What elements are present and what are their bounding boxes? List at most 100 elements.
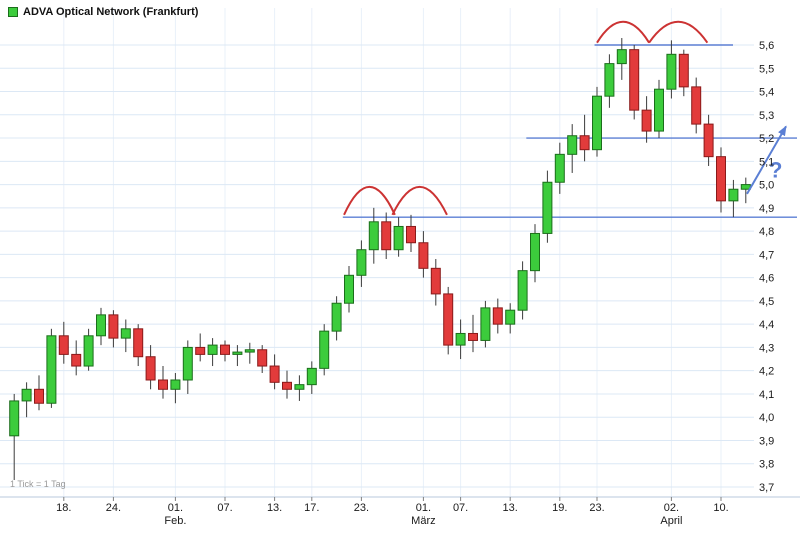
candle <box>145 345 156 390</box>
y-tick-label: 5,1 <box>759 156 774 168</box>
candle-body <box>9 400 20 437</box>
candle <box>83 328 94 371</box>
candle-body <box>34 388 44 404</box>
candle-body <box>294 384 305 390</box>
y-axis-labels: 3,7 3,8 3,9 4,0 4,1 4,2 4,3 4,4 4,5 4,6 4,7 4,8 4,9 5… <box>759 40 774 494</box>
x-tick-label: 24. <box>106 502 121 514</box>
y-tick-label: 4,5 <box>759 296 774 308</box>
candle <box>170 373 181 404</box>
x-tick-label: 23. <box>354 502 369 514</box>
candle <box>604 54 615 108</box>
trend-arrow <box>746 125 787 195</box>
candle <box>468 314 478 353</box>
candle-body <box>443 293 454 346</box>
y-tick-label: 4,1 <box>759 389 774 401</box>
x-tick-label: 18. <box>56 502 71 514</box>
candle-body <box>418 242 429 269</box>
candle-body <box>505 309 516 325</box>
chart-title: ADVA Optical Network (Frankfurt) <box>23 6 199 18</box>
candle-body <box>567 135 578 155</box>
candle-body <box>480 307 491 341</box>
candle-body <box>616 49 627 65</box>
candle <box>356 240 367 287</box>
candle <box>319 324 330 376</box>
y-tick-label: 5,0 <box>759 180 774 192</box>
candle <box>244 342 255 364</box>
candle-body <box>96 314 106 337</box>
candle-body <box>269 365 280 383</box>
x-tick-label: 01. <box>168 502 183 514</box>
candle <box>641 96 652 143</box>
candle-body <box>306 367 317 386</box>
candle <box>182 340 193 394</box>
candle-body <box>406 225 416 244</box>
candle <box>728 179 739 218</box>
candle-body <box>517 270 528 311</box>
candle <box>96 307 106 346</box>
candle <box>443 286 454 355</box>
legend-marker-icon <box>8 7 18 17</box>
y-tick-label: 4,9 <box>759 203 774 215</box>
candle-body <box>195 346 206 355</box>
y-tick-label: 5,6 <box>759 40 774 52</box>
x-tick-label: 19. <box>552 502 567 514</box>
candle <box>480 300 491 348</box>
x-month-label: April <box>660 515 682 527</box>
candle-body <box>728 188 739 202</box>
candle <box>554 142 565 194</box>
x-tick-label: 10. <box>713 502 728 514</box>
candle-body <box>244 349 255 353</box>
candle-body <box>654 88 664 132</box>
candle <box>393 217 404 257</box>
candle-body <box>592 95 602 151</box>
candle <box>71 340 82 376</box>
candle <box>654 79 664 139</box>
double-top-arc <box>391 186 448 216</box>
double-top-arc <box>648 20 709 44</box>
candle <box>616 38 627 80</box>
y-tick-label: 3,8 <box>759 459 774 471</box>
candle-body <box>133 328 144 358</box>
candle <box>9 393 20 481</box>
x-tick-label: 17. <box>304 502 319 514</box>
candle <box>592 86 602 157</box>
x-month-label: Feb. <box>164 515 186 527</box>
candle-body <box>579 135 590 151</box>
candles <box>9 38 751 481</box>
candle-body <box>46 335 57 404</box>
candle-body <box>83 335 94 367</box>
candle-body <box>542 181 553 234</box>
candle-body <box>666 53 677 90</box>
candle <box>58 321 69 364</box>
double-top-arc <box>343 185 396 216</box>
candle-body <box>120 328 131 339</box>
candle <box>120 319 131 353</box>
candle <box>331 296 342 341</box>
y-tick-label: 4,0 <box>759 412 774 424</box>
x-tick-label: 13. <box>503 502 518 514</box>
candle-body <box>381 221 392 251</box>
candle <box>430 259 441 306</box>
y-tick-label: 4,4 <box>759 319 774 331</box>
y-tick-label: 4,7 <box>759 249 774 261</box>
candle <box>381 212 392 260</box>
y-tick-label: 4,3 <box>759 342 774 354</box>
candle <box>666 40 677 99</box>
candle <box>406 214 416 253</box>
candle-body <box>468 332 478 341</box>
y-tick-label: 4,8 <box>759 226 774 238</box>
candle-body <box>554 153 565 183</box>
candle-body <box>641 109 652 132</box>
candle <box>34 375 44 411</box>
candle-body <box>629 49 640 111</box>
horizontal-gridlines <box>0 44 754 488</box>
candle-body <box>344 274 354 304</box>
candle-body <box>145 356 156 381</box>
candle <box>678 49 689 97</box>
candle <box>716 147 726 213</box>
candle-body <box>604 63 615 97</box>
candle <box>517 261 528 320</box>
